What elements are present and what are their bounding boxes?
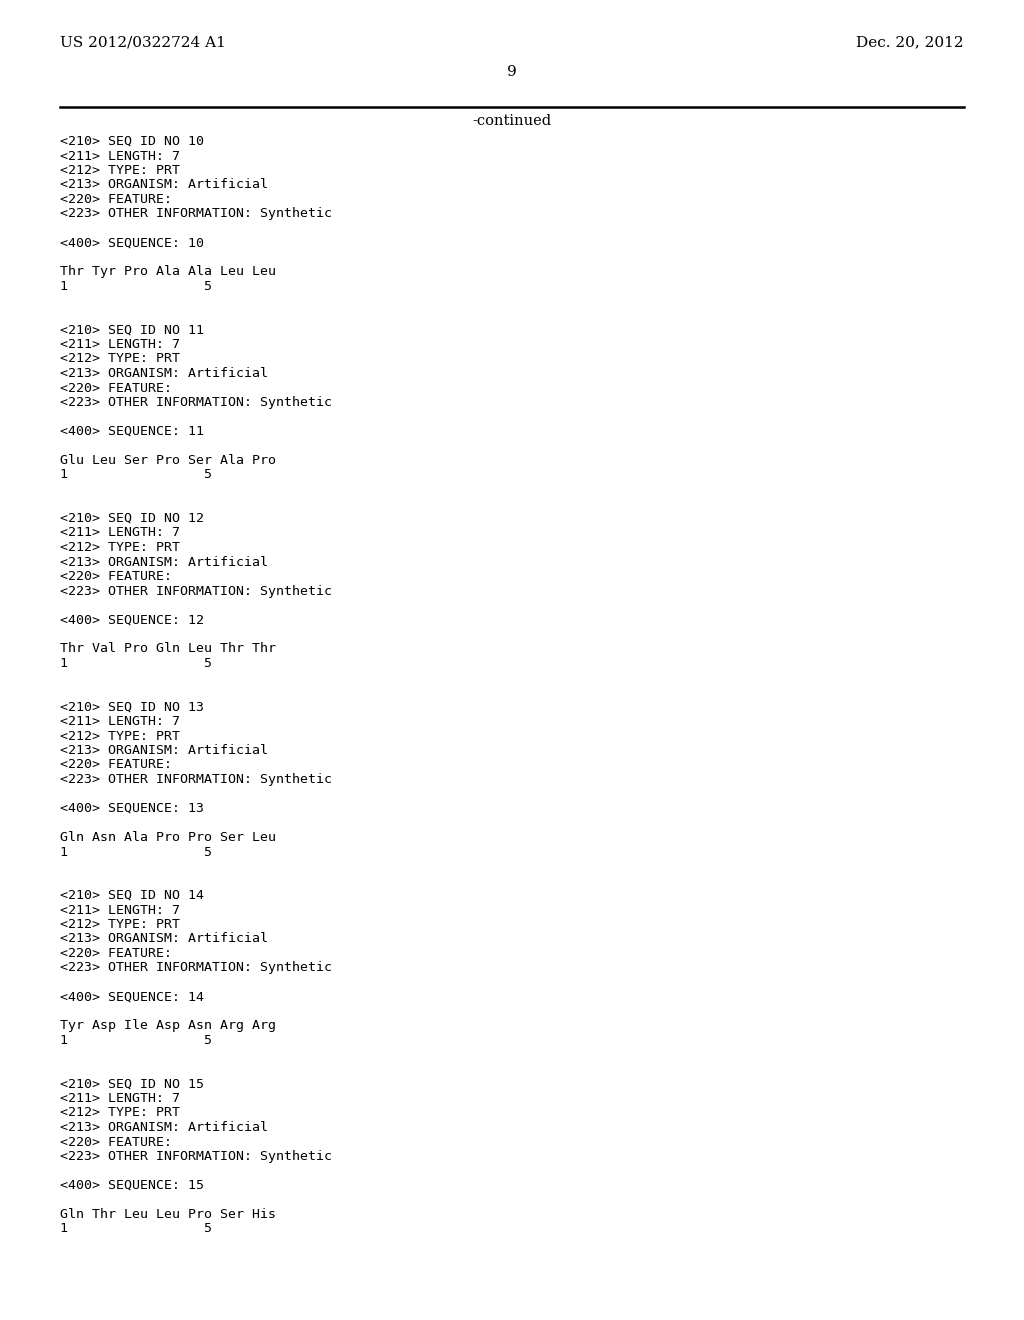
Text: <210> SEQ ID NO 12: <210> SEQ ID NO 12	[60, 512, 204, 525]
Text: <400> SEQUENCE: 10: <400> SEQUENCE: 10	[60, 236, 204, 249]
Text: <400> SEQUENCE: 13: <400> SEQUENCE: 13	[60, 803, 204, 814]
Text: <213> ORGANISM: Artificial: <213> ORGANISM: Artificial	[60, 178, 268, 191]
Text: <223> OTHER INFORMATION: Synthetic: <223> OTHER INFORMATION: Synthetic	[60, 961, 332, 974]
Text: 1                 5: 1 5	[60, 846, 212, 858]
Text: <210> SEQ ID NO 15: <210> SEQ ID NO 15	[60, 1077, 204, 1090]
Text: <220> FEATURE:: <220> FEATURE:	[60, 759, 172, 771]
Text: Tyr Asp Ile Asp Asn Arg Arg: Tyr Asp Ile Asp Asn Arg Arg	[60, 1019, 276, 1032]
Text: <223> OTHER INFORMATION: Synthetic: <223> OTHER INFORMATION: Synthetic	[60, 207, 332, 220]
Text: <223> OTHER INFORMATION: Synthetic: <223> OTHER INFORMATION: Synthetic	[60, 774, 332, 785]
Text: <220> FEATURE:: <220> FEATURE:	[60, 1135, 172, 1148]
Text: <212> TYPE: PRT: <212> TYPE: PRT	[60, 1106, 180, 1119]
Text: <211> LENGTH: 7: <211> LENGTH: 7	[60, 527, 180, 540]
Text: <210> SEQ ID NO 13: <210> SEQ ID NO 13	[60, 701, 204, 714]
Text: <213> ORGANISM: Artificial: <213> ORGANISM: Artificial	[60, 1121, 268, 1134]
Text: <213> ORGANISM: Artificial: <213> ORGANISM: Artificial	[60, 744, 268, 756]
Text: 1                 5: 1 5	[60, 657, 212, 671]
Text: <213> ORGANISM: Artificial: <213> ORGANISM: Artificial	[60, 556, 268, 569]
Text: <211> LENGTH: 7: <211> LENGTH: 7	[60, 1092, 180, 1105]
Text: Thr Val Pro Gln Leu Thr Thr: Thr Val Pro Gln Leu Thr Thr	[60, 643, 276, 656]
Text: <210> SEQ ID NO 14: <210> SEQ ID NO 14	[60, 888, 204, 902]
Text: Thr Tyr Pro Ala Ala Leu Leu: Thr Tyr Pro Ala Ala Leu Leu	[60, 265, 276, 279]
Text: <210> SEQ ID NO 10: <210> SEQ ID NO 10	[60, 135, 204, 148]
Text: <211> LENGTH: 7: <211> LENGTH: 7	[60, 149, 180, 162]
Text: <212> TYPE: PRT: <212> TYPE: PRT	[60, 917, 180, 931]
Text: <212> TYPE: PRT: <212> TYPE: PRT	[60, 730, 180, 742]
Text: <213> ORGANISM: Artificial: <213> ORGANISM: Artificial	[60, 367, 268, 380]
Text: 9: 9	[507, 65, 517, 79]
Text: Gln Asn Ala Pro Pro Ser Leu: Gln Asn Ala Pro Pro Ser Leu	[60, 832, 276, 843]
Text: <213> ORGANISM: Artificial: <213> ORGANISM: Artificial	[60, 932, 268, 945]
Text: Glu Leu Ser Pro Ser Ala Pro: Glu Leu Ser Pro Ser Ala Pro	[60, 454, 276, 467]
Text: <220> FEATURE:: <220> FEATURE:	[60, 381, 172, 395]
Text: <212> TYPE: PRT: <212> TYPE: PRT	[60, 541, 180, 554]
Text: 1                 5: 1 5	[60, 469, 212, 482]
Text: US 2012/0322724 A1: US 2012/0322724 A1	[60, 36, 226, 49]
Text: <223> OTHER INFORMATION: Synthetic: <223> OTHER INFORMATION: Synthetic	[60, 1150, 332, 1163]
Text: <211> LENGTH: 7: <211> LENGTH: 7	[60, 903, 180, 916]
Text: <400> SEQUENCE: 11: <400> SEQUENCE: 11	[60, 425, 204, 438]
Text: <212> TYPE: PRT: <212> TYPE: PRT	[60, 352, 180, 366]
Text: <212> TYPE: PRT: <212> TYPE: PRT	[60, 164, 180, 177]
Text: -continued: -continued	[472, 114, 552, 128]
Text: 1                 5: 1 5	[60, 1222, 212, 1236]
Text: <400> SEQUENCE: 15: <400> SEQUENCE: 15	[60, 1179, 204, 1192]
Text: <400> SEQUENCE: 12: <400> SEQUENCE: 12	[60, 614, 204, 627]
Text: <211> LENGTH: 7: <211> LENGTH: 7	[60, 338, 180, 351]
Text: 1                 5: 1 5	[60, 1034, 212, 1047]
Text: Gln Thr Leu Leu Pro Ser His: Gln Thr Leu Leu Pro Ser His	[60, 1208, 276, 1221]
Text: <223> OTHER INFORMATION: Synthetic: <223> OTHER INFORMATION: Synthetic	[60, 585, 332, 598]
Text: <211> LENGTH: 7: <211> LENGTH: 7	[60, 715, 180, 729]
Text: <220> FEATURE:: <220> FEATURE:	[60, 193, 172, 206]
Text: <220> FEATURE:: <220> FEATURE:	[60, 570, 172, 583]
Text: Dec. 20, 2012: Dec. 20, 2012	[856, 36, 964, 49]
Text: <400> SEQUENCE: 14: <400> SEQUENCE: 14	[60, 990, 204, 1003]
Text: <210> SEQ ID NO 11: <210> SEQ ID NO 11	[60, 323, 204, 337]
Text: 1                 5: 1 5	[60, 280, 212, 293]
Text: <220> FEATURE:: <220> FEATURE:	[60, 946, 172, 960]
Text: <223> OTHER INFORMATION: Synthetic: <223> OTHER INFORMATION: Synthetic	[60, 396, 332, 409]
